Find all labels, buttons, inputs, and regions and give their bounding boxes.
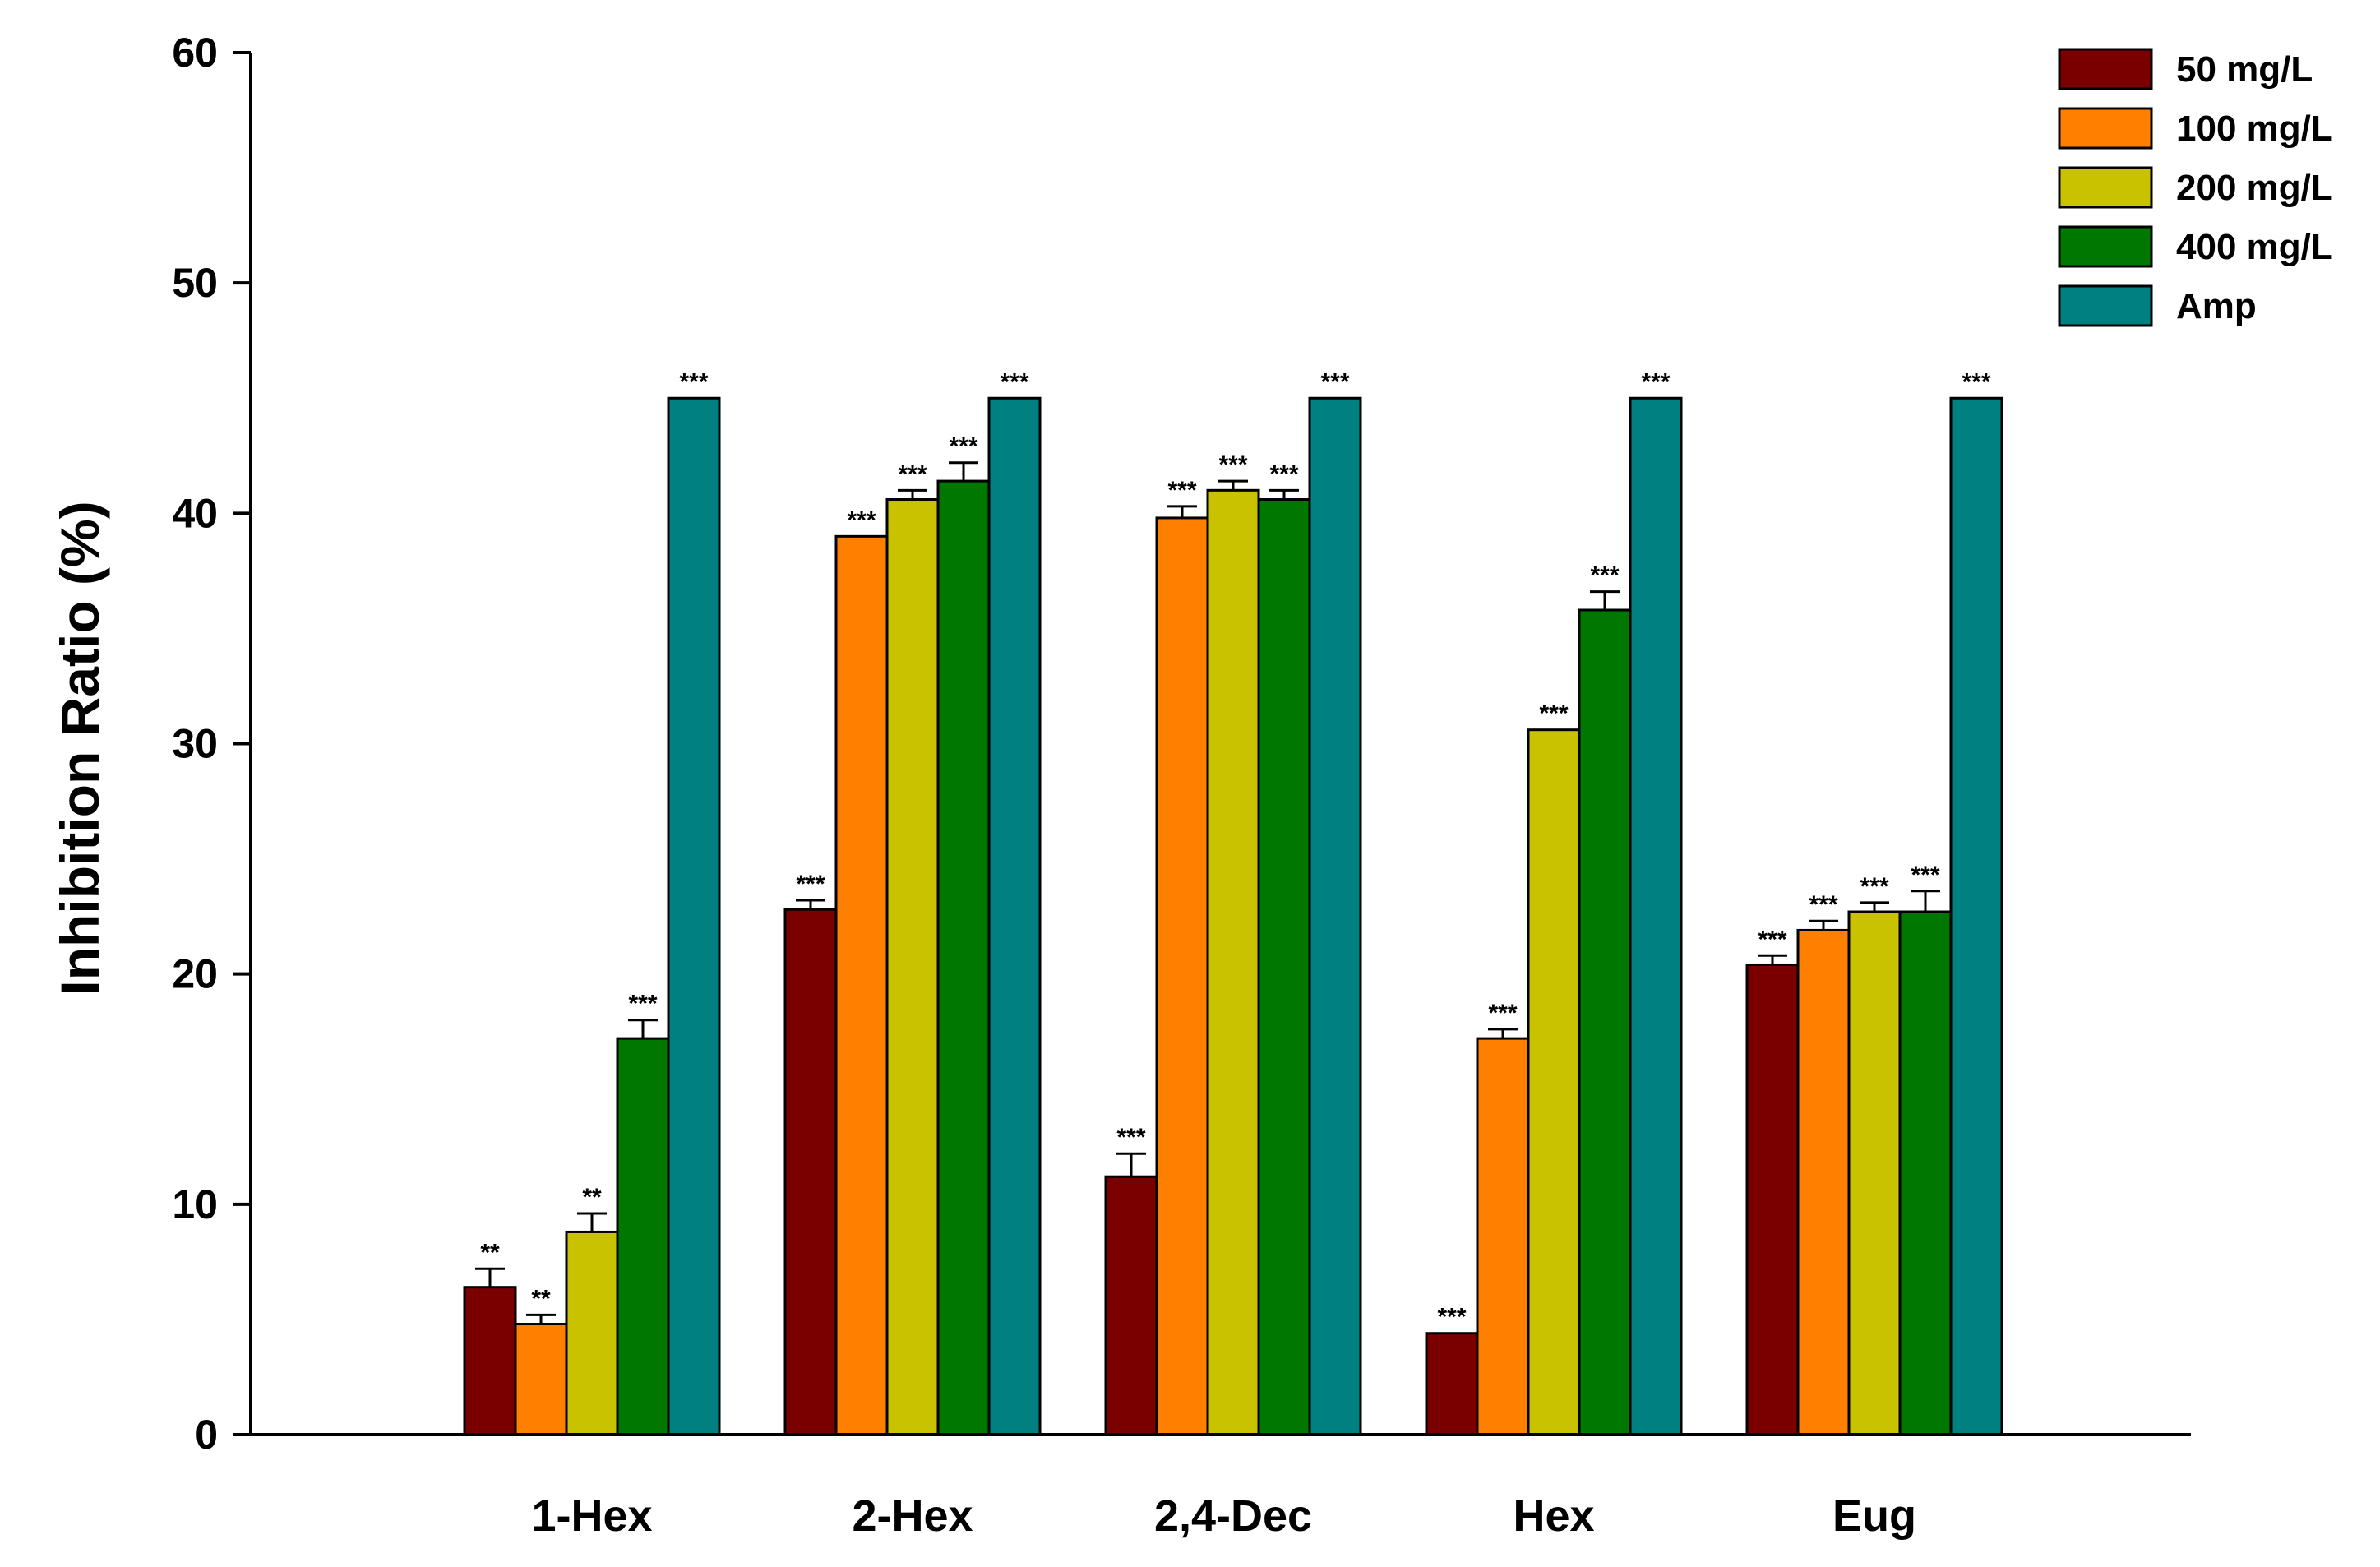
bar [1104, 1175, 1158, 1436]
y-tick-label: 30 [172, 721, 218, 767]
bar [1425, 1332, 1479, 1436]
legend-label: Amp [2176, 286, 2257, 326]
bar [667, 396, 721, 1436]
significance-label: *** [1860, 873, 1888, 900]
bar [463, 1286, 517, 1436]
legend-label: 200 mg/L [2176, 168, 2333, 208]
legend-label: 50 mg/L [2176, 49, 2313, 90]
legend-label: 100 mg/L [2176, 109, 2333, 149]
bar [1527, 728, 1581, 1436]
bar [834, 534, 889, 1436]
y-tick-label: 0 [195, 1412, 218, 1458]
bar [616, 1037, 670, 1436]
y-axis-title: Inhibition Ratio (%) [49, 501, 110, 995]
bar [936, 479, 991, 1436]
bar [1898, 910, 1953, 1436]
y-tick-label: 40 [172, 490, 218, 536]
legend: 50 mg/L 100 mg/L 200 mg/L 400 mg/L Amp [2058, 48, 2333, 327]
significance-label: ** [582, 1184, 602, 1211]
significance-label: *** [898, 460, 927, 488]
bar [987, 396, 1042, 1436]
bar [885, 498, 940, 1436]
legend-label: 400 mg/L [2176, 227, 2333, 267]
bar [1796, 928, 1851, 1436]
y-tick-label: 60 [172, 30, 218, 76]
bar [1155, 516, 1209, 1436]
significance-label: *** [1167, 477, 1196, 504]
significance-label: ** [480, 1239, 500, 1266]
significance-label: *** [628, 991, 657, 1018]
significance-label: *** [1437, 1304, 1466, 1331]
bar [1629, 396, 1683, 1436]
x-category-label: Eug [1832, 1491, 1916, 1541]
significance-label: *** [679, 368, 708, 395]
bar [1257, 498, 1311, 1436]
significance-label: *** [1641, 368, 1670, 395]
bar [565, 1230, 619, 1436]
x-category-label: 2-Hex [852, 1491, 973, 1541]
plot-area: ********************************* *******… [463, 368, 2003, 1436]
bar [1745, 963, 1800, 1436]
x-category-label: 1-Hex [531, 1491, 652, 1541]
bar [514, 1323, 568, 1436]
significance-label: *** [796, 871, 825, 898]
significance-label: *** [1809, 891, 1837, 918]
significance-label: ** [531, 1285, 551, 1312]
significance-label: *** [847, 506, 876, 534]
significance-label: *** [1000, 368, 1028, 395]
significance-label: *** [1590, 562, 1619, 589]
legend-swatch [2058, 225, 2153, 268]
significance-label: *** [1962, 368, 1990, 395]
legend-swatch [2058, 166, 2153, 209]
significance-label: *** [1758, 926, 1786, 953]
significance-label: *** [1269, 460, 1298, 488]
legend-swatch [2058, 107, 2153, 150]
x-category-label: 2,4-Dec [1154, 1491, 1312, 1541]
significance-label: *** [1911, 862, 1939, 889]
significance-label: *** [1320, 368, 1349, 395]
x-category-label: Hex [1513, 1491, 1594, 1541]
significance-label: *** [1539, 700, 1568, 728]
bar [1578, 608, 1632, 1436]
bar [1308, 396, 1362, 1436]
legend-swatch [2058, 48, 2153, 90]
legend-swatch [2058, 284, 2153, 327]
significance-label: *** [1116, 1124, 1145, 1151]
bar [1476, 1037, 1530, 1436]
y-tick-label: 10 [172, 1181, 218, 1227]
significance-label: *** [1218, 451, 1247, 478]
significance-label: *** [949, 433, 977, 460]
bar [783, 908, 838, 1436]
bar [1949, 396, 2003, 1436]
axes: 0 10 20 30 40 50 60 1-Hex 2-Hex 2,4-Dec Hex Eug [172, 30, 2191, 1541]
bar [1847, 910, 1902, 1436]
y-tick-label: 50 [172, 260, 218, 306]
bar [1206, 488, 1260, 1436]
significance-label: *** [1488, 1000, 1517, 1027]
y-tick-label: 20 [172, 951, 218, 997]
